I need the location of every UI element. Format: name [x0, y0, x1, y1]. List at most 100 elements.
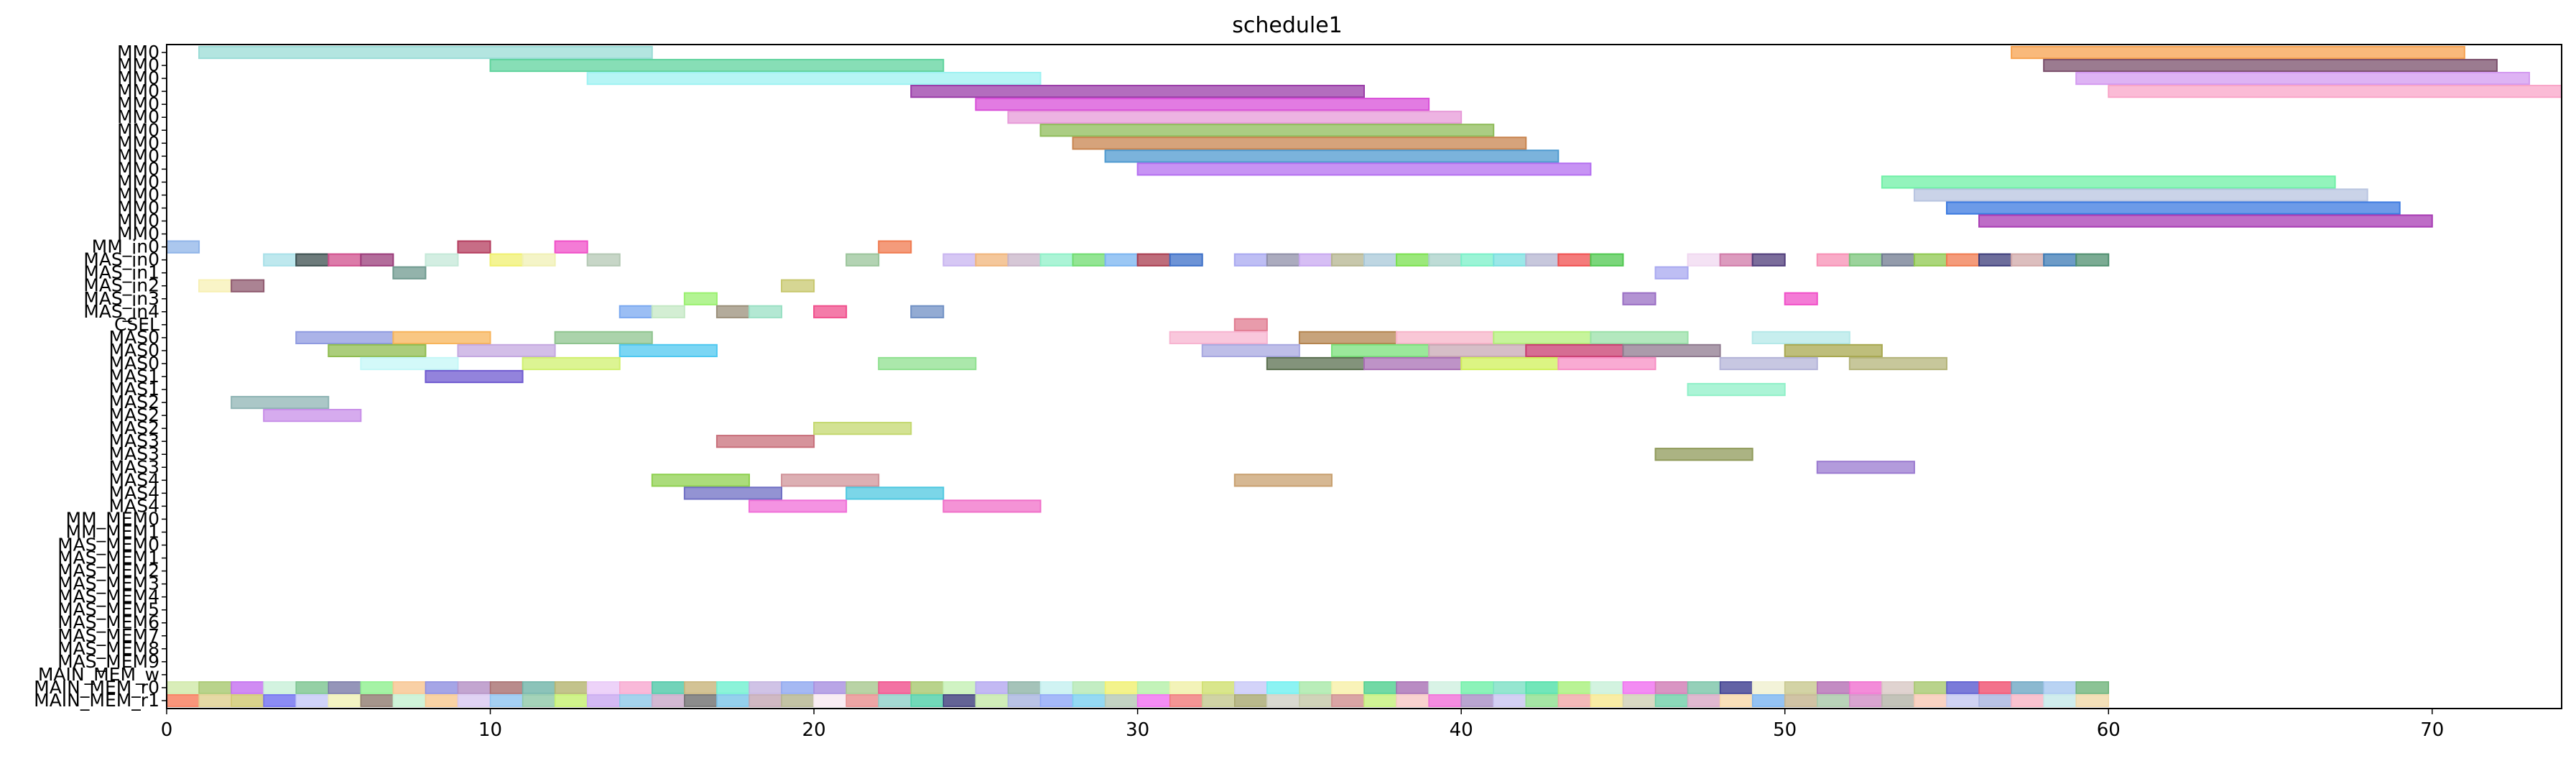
y-tick-label: MAS_in1	[83, 262, 159, 283]
task-bar	[1104, 149, 1560, 163]
x-tick-label: 50	[1773, 719, 1797, 741]
memory-slot-bar	[942, 694, 977, 707]
memory-slot-bar	[910, 681, 945, 694]
task-bar	[522, 356, 621, 371]
task-bar	[1460, 356, 1560, 371]
task-bar	[295, 331, 394, 345]
memory-slot-bar	[360, 681, 394, 694]
memory-slot-bar	[2075, 681, 2109, 694]
memory-slot-bar	[1687, 681, 1721, 694]
task-bar	[1233, 253, 1268, 267]
task-bar	[1428, 253, 1463, 267]
x-tick-label: 30	[1126, 719, 1149, 741]
task-bar	[1913, 253, 1947, 267]
task-bar	[231, 395, 330, 410]
task-bar	[748, 499, 848, 513]
memory-slot-bar	[1460, 681, 1494, 694]
task-bar	[1363, 253, 1398, 267]
y-tick-label: MAS_in4	[83, 301, 159, 322]
bars-layer	[166, 45, 2562, 707]
chart-title: schedule1	[1232, 13, 1343, 38]
task-bar	[231, 279, 265, 292]
memory-slot-bar	[392, 681, 427, 694]
task-bar	[1039, 124, 1495, 137]
memory-slot-bar	[1072, 694, 1106, 707]
memory-slot-bar	[1784, 694, 1818, 707]
memory-slot-bar	[813, 681, 847, 694]
memory-slot-bar	[1817, 681, 1850, 694]
memory-slot-bar	[1881, 694, 1915, 707]
memory-slot-bar	[975, 681, 1009, 694]
y-tick-label: MAIN_MEM_r0	[34, 677, 159, 698]
task-bar	[586, 71, 1042, 86]
memory-slot-bar	[1719, 681, 1753, 694]
memory-slot-bar	[1622, 694, 1657, 707]
memory-slot-bar	[684, 681, 718, 694]
memory-slot-bar	[813, 694, 847, 707]
task-bar	[1622, 292, 1657, 305]
memory-slot-bar	[749, 694, 782, 707]
task-bar	[1233, 474, 1333, 487]
memory-slot-bar	[1363, 681, 1397, 694]
memory-slot-bar	[1946, 694, 1980, 707]
task-bar	[1525, 343, 1624, 358]
x-tick-label: 60	[2097, 719, 2121, 741]
y-tick-label: MM0	[117, 184, 159, 205]
task-bar	[198, 45, 653, 60]
memory-slot-bar	[263, 694, 297, 707]
memory-slot-bar	[1169, 694, 1203, 707]
x-tick-label: 0	[161, 719, 173, 741]
task-bar	[2075, 71, 2530, 86]
y-tick-label: MM0	[117, 211, 159, 231]
memory-slot-bar	[1136, 681, 1171, 694]
x-tick-label: 40	[1450, 719, 1473, 741]
task-bar	[942, 253, 977, 267]
task-bar	[2011, 253, 2045, 267]
memory-slot-bar	[1525, 694, 1560, 707]
task-bar	[425, 253, 459, 267]
task-bar	[1169, 253, 1203, 267]
memory-slot-bar	[1104, 681, 1139, 694]
memory-slot-bar	[781, 694, 815, 707]
task-bar	[1298, 331, 1398, 345]
task-bar	[1945, 201, 2401, 215]
task-bar	[1330, 253, 1365, 267]
task-bar	[2043, 253, 2077, 267]
memory-slot-bar	[1881, 681, 1915, 694]
task-bar	[554, 240, 588, 254]
task-bar	[1816, 461, 1915, 474]
task-bar	[781, 474, 880, 487]
task-bar	[878, 240, 912, 254]
memory-slot-bar	[2043, 681, 2077, 694]
memory-slot-bar	[1266, 681, 1300, 694]
task-bar	[1881, 175, 2336, 189]
memory-slot-bar	[554, 681, 588, 694]
y-tick-label: MAS4	[109, 469, 159, 490]
memory-slot-bar	[1396, 681, 1430, 694]
task-bar	[683, 292, 718, 305]
memory-slot-bar	[1331, 681, 1365, 694]
task-bar	[198, 279, 233, 292]
y-tick-label: MM_MEM1	[66, 521, 159, 542]
y-tick-label: MAS_in2	[83, 275, 159, 296]
y-tick-label: MM_in0	[92, 236, 159, 257]
task-bar	[975, 253, 1009, 267]
task-bar	[425, 369, 524, 384]
memory-slot-bar	[2075, 694, 2109, 707]
task-bar	[1396, 331, 1495, 345]
memory-slot-bar	[1493, 694, 1527, 707]
memory-slot-bar	[2043, 694, 2077, 707]
memory-slot-bar	[1234, 681, 1268, 694]
task-bar	[1266, 253, 1300, 267]
y-tick-label: MAS4	[109, 495, 159, 516]
task-bar	[910, 305, 945, 318]
memory-slot-bar	[1169, 681, 1203, 694]
y-tick-label: MM0	[117, 55, 159, 75]
memory-slot-bar	[1525, 681, 1560, 694]
y-tick-label: MM0	[117, 106, 159, 127]
y-tick-label: MAS3	[109, 430, 159, 451]
memory-slot-bar	[1299, 681, 1333, 694]
task-bar	[1460, 253, 1495, 267]
task-bar	[813, 305, 848, 318]
y-tick-label: MAS_MEM7	[57, 625, 159, 646]
